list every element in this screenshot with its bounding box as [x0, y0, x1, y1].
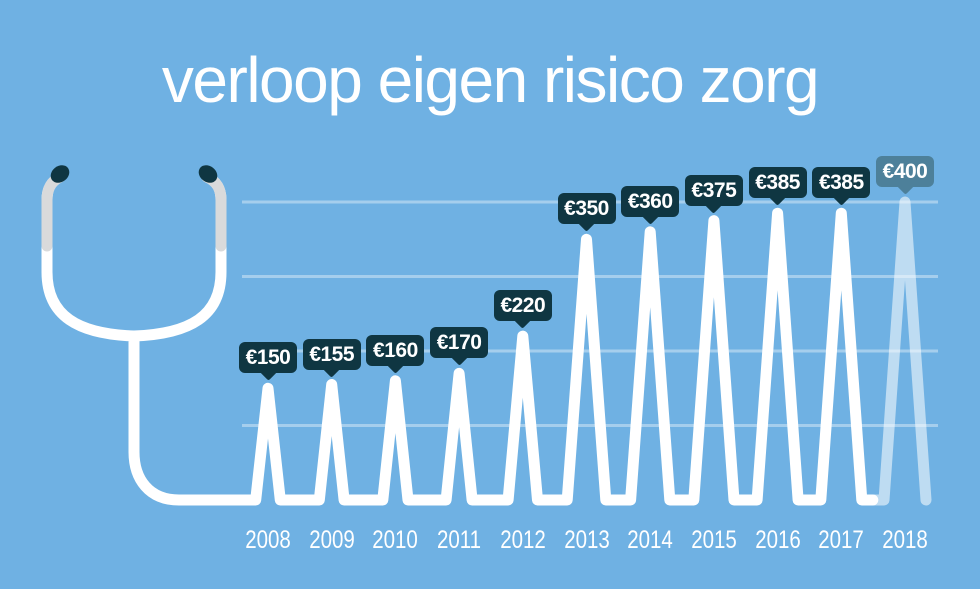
stethoscope-right-tube: [128, 171, 227, 342]
stethoscope-right-eartube-gray: [201, 171, 227, 252]
year-label-2015: 2015: [691, 526, 737, 554]
stethoscope-left-eartube-gray: [41, 171, 66, 252]
value-tag-2014: €360: [621, 185, 680, 225]
year-label-2008: 2008: [245, 526, 291, 554]
year-label-2014: 2014: [627, 526, 673, 554]
chart-line: [41, 171, 879, 506]
value-tag-2016: €385: [748, 167, 807, 206]
year-label-2016: 2016: [754, 526, 801, 554]
value-tag-2009: €155: [302, 338, 361, 378]
value-tag-2012: €220: [493, 290, 552, 329]
value-tag-2017: €385: [812, 167, 871, 206]
year-label-2013: 2013: [563, 526, 610, 554]
stethoscope-ear-tip-left: [50, 165, 70, 183]
year-label-2011: 2011: [437, 526, 482, 554]
value-tag-2013: €350: [557, 193, 616, 232]
value-tag-2018: €400: [876, 156, 934, 195]
value-tag-2008: €150: [239, 342, 297, 381]
value-tag-2010: €160: [366, 334, 425, 374]
chart-title: verloop eigen risico zorg: [161, 44, 820, 116]
value-tag-2015: €375: [684, 174, 743, 214]
stethoscope-ear-tip-right: [198, 165, 218, 183]
year-label-2010: 2010: [372, 526, 419, 554]
value-tag-2011: €170: [430, 327, 489, 367]
year-label-2009: 2009: [308, 526, 355, 554]
year-label-2018: 2018: [882, 526, 928, 554]
year-label-2012: 2012: [499, 526, 546, 554]
year-label-2017: 2017: [818, 526, 865, 554]
